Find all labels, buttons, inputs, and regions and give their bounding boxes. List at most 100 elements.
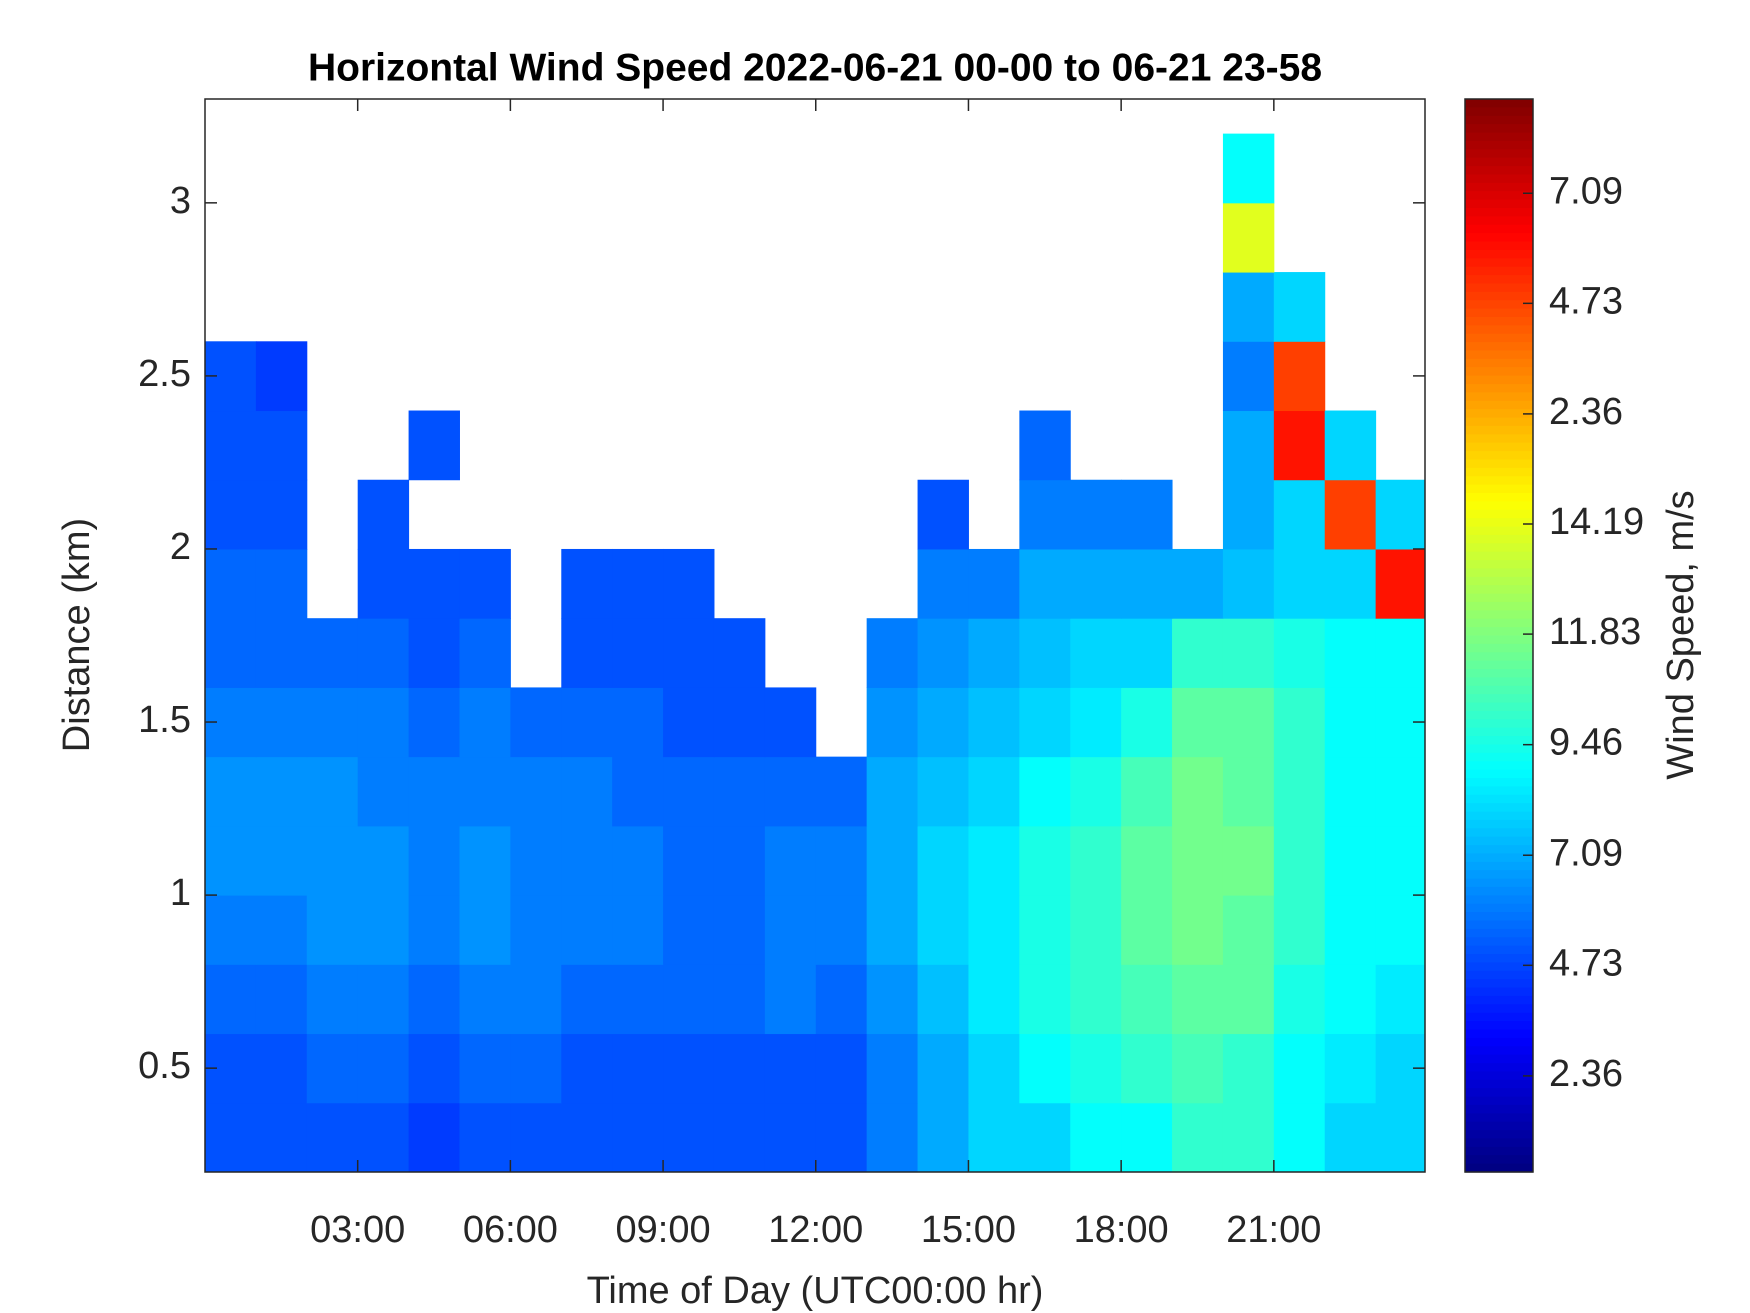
- heatmap-cell: [205, 618, 257, 688]
- heatmap-cell: [1121, 825, 1173, 896]
- colorbar-swatch: [1465, 585, 1533, 595]
- colorbar-swatch: [1465, 384, 1533, 393]
- heatmap-cell: [1172, 548, 1224, 619]
- colorbar-swatch: [1465, 233, 1533, 243]
- heatmap-cell: [663, 756, 715, 827]
- heatmap-cell: [306, 1102, 359, 1172]
- colorbar-swatch: [1465, 417, 1533, 427]
- heatmap-cell: [1375, 895, 1425, 965]
- heatmap-cell: [1273, 1033, 1326, 1104]
- colorbar-swatch: [1465, 1054, 1533, 1064]
- heatmap-cell: [713, 1033, 766, 1104]
- heatmap-cell: [306, 825, 359, 896]
- colorbar-swatch: [1465, 937, 1533, 947]
- heatmap-cell: [1070, 756, 1122, 827]
- colorbar-swatch: [1465, 367, 1533, 377]
- colorbar-swatch: [1465, 962, 1533, 972]
- heatmap-cell: [1222, 133, 1275, 204]
- colorbar-swatch: [1465, 752, 1533, 762]
- heatmap-cell: [663, 1033, 715, 1104]
- heatmap-cell: [866, 964, 919, 1035]
- heatmap-cell: [205, 895, 257, 965]
- heatmap-cell: [1121, 1033, 1173, 1104]
- colorbar-swatch: [1465, 182, 1533, 192]
- colorbar-swatch: [1465, 543, 1533, 553]
- heatmap-cell: [917, 825, 969, 896]
- heatmap-cell: [764, 895, 817, 965]
- x-tick-label: 09:00: [616, 1209, 711, 1251]
- colorbar-swatch: [1465, 979, 1533, 989]
- y-tick-label: 3: [170, 180, 191, 222]
- heatmap-cell: [866, 756, 919, 827]
- colorbar-swatch: [1465, 291, 1533, 301]
- colorbar-swatch: [1465, 627, 1533, 637]
- heatmap-cell: [1070, 1033, 1122, 1104]
- colorbar-swatch: [1465, 442, 1533, 452]
- heatmap-cell: [917, 1102, 969, 1172]
- heatmap-cell: [1273, 341, 1326, 412]
- colorbar-swatch: [1465, 308, 1533, 318]
- colorbar-swatch: [1465, 819, 1533, 829]
- heatmap-cell: [968, 618, 1020, 688]
- colorbar-swatch: [1465, 1113, 1533, 1123]
- colorbar-swatch: [1465, 518, 1533, 528]
- heatmap-cell: [1222, 1102, 1275, 1172]
- heatmap-cell: [459, 756, 511, 827]
- heatmap-cell: [1070, 687, 1122, 758]
- heatmap-cell: [1019, 479, 1071, 550]
- heatmap-cell: [1172, 1102, 1224, 1172]
- heatmap-cell: [1324, 548, 1377, 619]
- heatmap-cell: [1172, 1033, 1224, 1104]
- heatmap-cell: [917, 618, 969, 688]
- y-tick-label: 2.5: [138, 353, 191, 395]
- heatmap-cell: [1324, 895, 1377, 965]
- colorbar-swatch: [1465, 300, 1533, 310]
- heatmap-cell: [1222, 687, 1275, 758]
- heatmap-cell: [255, 1102, 308, 1172]
- colorbar-tick-label: 14.19: [1549, 501, 1644, 543]
- colorbar-swatch: [1465, 241, 1533, 251]
- heatmap-cell: [968, 548, 1020, 619]
- colorbar-tick-label: 2.36: [1549, 1053, 1623, 1095]
- heatmap-cell: [561, 687, 613, 758]
- colorbar-swatch: [1465, 861, 1533, 871]
- heatmap-cell: [1121, 479, 1173, 550]
- heatmap-cell: [306, 756, 359, 827]
- colorbar-swatch: [1465, 166, 1533, 176]
- heatmap-cell: [357, 756, 410, 827]
- heatmap-cell: [917, 1033, 969, 1104]
- heatmap-cell: [1172, 825, 1224, 896]
- heatmap-cell: [1222, 341, 1275, 412]
- heatmap-cell: [255, 410, 308, 481]
- plot-frame: [204, 98, 1426, 1173]
- colorbar-swatch: [1465, 987, 1533, 997]
- heatmap-cell: [1273, 410, 1326, 481]
- heatmap-cell: [917, 756, 969, 827]
- heatmap-cell: [764, 687, 817, 758]
- heatmap-cell: [1121, 1102, 1173, 1172]
- colorbar-swatch: [1465, 870, 1533, 880]
- y-tick-label: 1: [170, 872, 191, 914]
- heatmap-cell: [612, 825, 664, 896]
- heatmap-cell: [1324, 618, 1377, 688]
- colorbar-swatch: [1465, 736, 1533, 746]
- heatmap-cell: [255, 548, 308, 619]
- heatmap-cell: [1273, 825, 1326, 896]
- heatmap-cell: [1273, 618, 1326, 688]
- heatmap-cell: [408, 618, 460, 688]
- heatmap-cell: [713, 756, 766, 827]
- heatmap-cell: [1222, 548, 1275, 619]
- colorbar-swatch: [1465, 1088, 1533, 1098]
- colorbar-swatch: [1465, 492, 1533, 502]
- colorbar-swatch: [1465, 618, 1533, 628]
- heatmap-cell: [815, 825, 868, 896]
- colorbar-swatch: [1465, 115, 1533, 125]
- colorbar-swatch: [1465, 727, 1533, 737]
- colorbar-swatch: [1465, 719, 1533, 729]
- colorbar-swatch: [1465, 140, 1533, 150]
- heatmap-cell: [408, 756, 460, 827]
- heatmap-cell: [561, 825, 613, 896]
- colorbar-swatch: [1465, 1071, 1533, 1081]
- heatmap-cell: [1222, 825, 1275, 896]
- heatmap-cell: [663, 1102, 715, 1172]
